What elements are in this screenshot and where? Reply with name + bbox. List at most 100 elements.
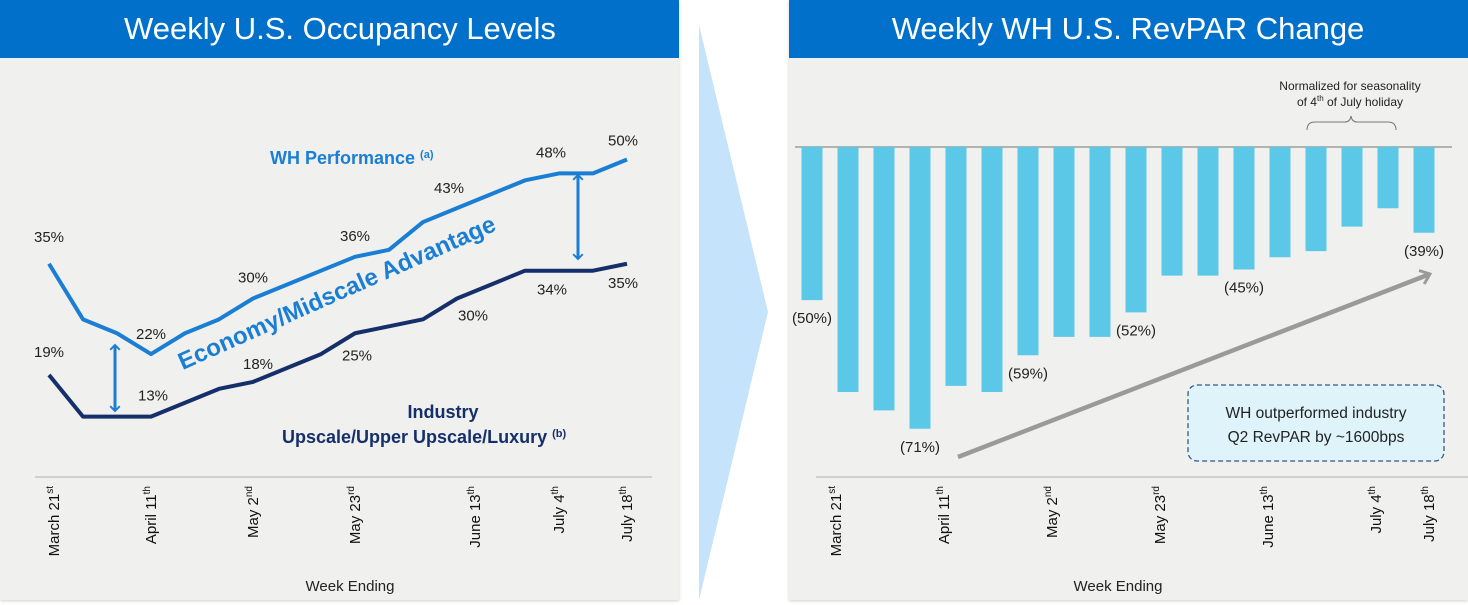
tick-label-text: July 4 bbox=[551, 494, 568, 533]
industry-note: (b) bbox=[552, 428, 566, 440]
revpar-chart: (50%) (71%) (59%) (52%) (45%) (39%) March 21st… bbox=[792, 147, 1444, 556]
tick-label-text: June 13 bbox=[467, 494, 484, 547]
industry-data-label: 34% bbox=[537, 282, 567, 299]
industry-data-label: 18% bbox=[243, 356, 273, 373]
right-panel-header bbox=[789, 0, 1468, 58]
tick-label-text: May 2 bbox=[245, 497, 262, 538]
right-x-tick-label: April 11th bbox=[935, 486, 953, 544]
tick-label-sup: rd bbox=[1151, 486, 1162, 495]
tick-label-text: April 11 bbox=[936, 494, 953, 544]
tick-label-text: May 2 bbox=[1044, 497, 1061, 538]
right-x-tick-label: March 21st bbox=[827, 486, 845, 557]
bar-data-label: (59%) bbox=[1008, 365, 1048, 382]
tick-label-text: May 23 bbox=[1152, 495, 1169, 544]
wh-data-label: 50% bbox=[608, 133, 638, 150]
revpar-bar bbox=[1017, 147, 1039, 356]
tick-label-text: July 18 bbox=[1421, 494, 1438, 542]
industry-series-sublabel: Upscale/Upper Upscale/Luxury (b) bbox=[282, 427, 566, 447]
revpar-bar bbox=[1305, 147, 1327, 252]
trend-arrow-icon bbox=[957, 269, 1433, 460]
left-x-tick-label: March 21st bbox=[45, 486, 63, 557]
tick-label-sup: th bbox=[1259, 486, 1270, 494]
tick-label-sup: th bbox=[1367, 486, 1378, 494]
tick-label-text: March 21 bbox=[46, 494, 63, 557]
wh-note: (a) bbox=[420, 149, 434, 161]
tick-label-sup: th bbox=[142, 486, 153, 494]
left-x-tick-label: July 4th bbox=[550, 486, 568, 534]
bar-data-label: (52%) bbox=[1116, 322, 1156, 339]
tick-label-sup: th bbox=[466, 486, 477, 494]
left-chart-title: Weekly U.S. Occupancy Levels bbox=[124, 11, 556, 46]
industry-data-label: 30% bbox=[458, 308, 488, 325]
revpar-bar bbox=[1197, 147, 1219, 276]
tick-label-sup: nd bbox=[244, 486, 255, 497]
wh-data-label: 35% bbox=[34, 229, 64, 246]
tick-label-sup: th bbox=[550, 486, 561, 494]
note-sup: th bbox=[1317, 94, 1324, 103]
wh-data-label: 36% bbox=[340, 228, 370, 245]
industry-line bbox=[47, 261, 628, 419]
tick-label-sup: th bbox=[935, 486, 946, 494]
wh-data-label: 43% bbox=[434, 180, 464, 197]
tick-label-text: May 23 bbox=[347, 495, 364, 544]
left-x-axis-title: Week Ending bbox=[306, 578, 395, 595]
chevron-arrow-icon bbox=[699, 25, 768, 600]
revpar-bar bbox=[1053, 147, 1075, 337]
wh-data-label: 30% bbox=[238, 270, 268, 287]
callout-box bbox=[1187, 384, 1445, 462]
tick-label-sup: nd bbox=[1043, 486, 1054, 497]
bar-data-label: (45%) bbox=[1224, 280, 1264, 297]
tick-label-text: July 18 bbox=[619, 494, 636, 542]
revpar-bar bbox=[873, 147, 895, 411]
revpar-bar bbox=[1377, 147, 1399, 209]
revpar-bar bbox=[1161, 147, 1183, 276]
wh-performance-line bbox=[47, 157, 628, 357]
wh-data-label: 48% bbox=[536, 144, 566, 161]
note-post: of July holiday bbox=[1324, 95, 1403, 109]
revpar-bar bbox=[801, 147, 823, 301]
callout-line1: WH outperformed industry bbox=[1226, 405, 1407, 422]
tick-label-text: June 13 bbox=[1260, 494, 1277, 547]
tick-label-text: March 21 bbox=[828, 494, 845, 557]
left-x-tick-label: July 18th bbox=[618, 486, 636, 542]
revpar-bar bbox=[981, 147, 1003, 392]
revpar-bar bbox=[945, 147, 967, 386]
revpar-bar bbox=[1341, 147, 1363, 227]
revpar-bar bbox=[1269, 147, 1291, 258]
industry-data-label: 25% bbox=[342, 347, 372, 364]
seasonality-note-line1: Normalized for seasonality bbox=[1279, 79, 1420, 93]
right-x-tick-label: July 18th bbox=[1420, 486, 1438, 542]
left-x-tick-label: April 11th bbox=[142, 486, 160, 544]
tick-label-sup: th bbox=[618, 486, 629, 494]
right-x-tick-label: June 13th bbox=[1259, 486, 1277, 548]
revpar-bar bbox=[1125, 147, 1147, 313]
revpar-bar bbox=[1089, 147, 1111, 337]
right-x-axis-title: Week Ending bbox=[1074, 578, 1163, 595]
seasonality-note-line2: of 4th of July holiday bbox=[1297, 94, 1403, 109]
left-panel-header bbox=[0, 0, 679, 58]
industry-data-label: 13% bbox=[138, 388, 168, 405]
tick-label-sup: rd bbox=[346, 486, 357, 495]
right-x-tick-label: May 23rd bbox=[1151, 486, 1169, 544]
revpar-bar bbox=[1413, 147, 1435, 233]
tick-label-sup: st bbox=[827, 486, 838, 494]
tick-label-text: July 4 bbox=[1368, 494, 1385, 533]
left-x-tick-label: May 23rd bbox=[346, 486, 364, 544]
bar-data-label: (39%) bbox=[1404, 243, 1444, 260]
revpar-bar bbox=[1233, 147, 1255, 270]
tick-label-sup: th bbox=[1420, 486, 1431, 494]
bar-data-label: (50%) bbox=[792, 310, 832, 327]
tick-label-text: April 11 bbox=[143, 494, 160, 544]
wh-data-label: 22% bbox=[136, 326, 166, 343]
curly-brace-icon bbox=[1306, 115, 1397, 131]
revpar-bar bbox=[909, 147, 931, 429]
wh-series-label: WH Performance (a) bbox=[270, 148, 434, 168]
left-panel bbox=[0, 0, 679, 600]
left-x-tick-label: June 13th bbox=[466, 486, 484, 548]
bar-data-label: (71%) bbox=[900, 439, 940, 456]
right-x-tick-label: May 2nd bbox=[1043, 486, 1061, 538]
revpar-bar bbox=[837, 147, 859, 392]
note-pre: of 4 bbox=[1297, 95, 1317, 109]
